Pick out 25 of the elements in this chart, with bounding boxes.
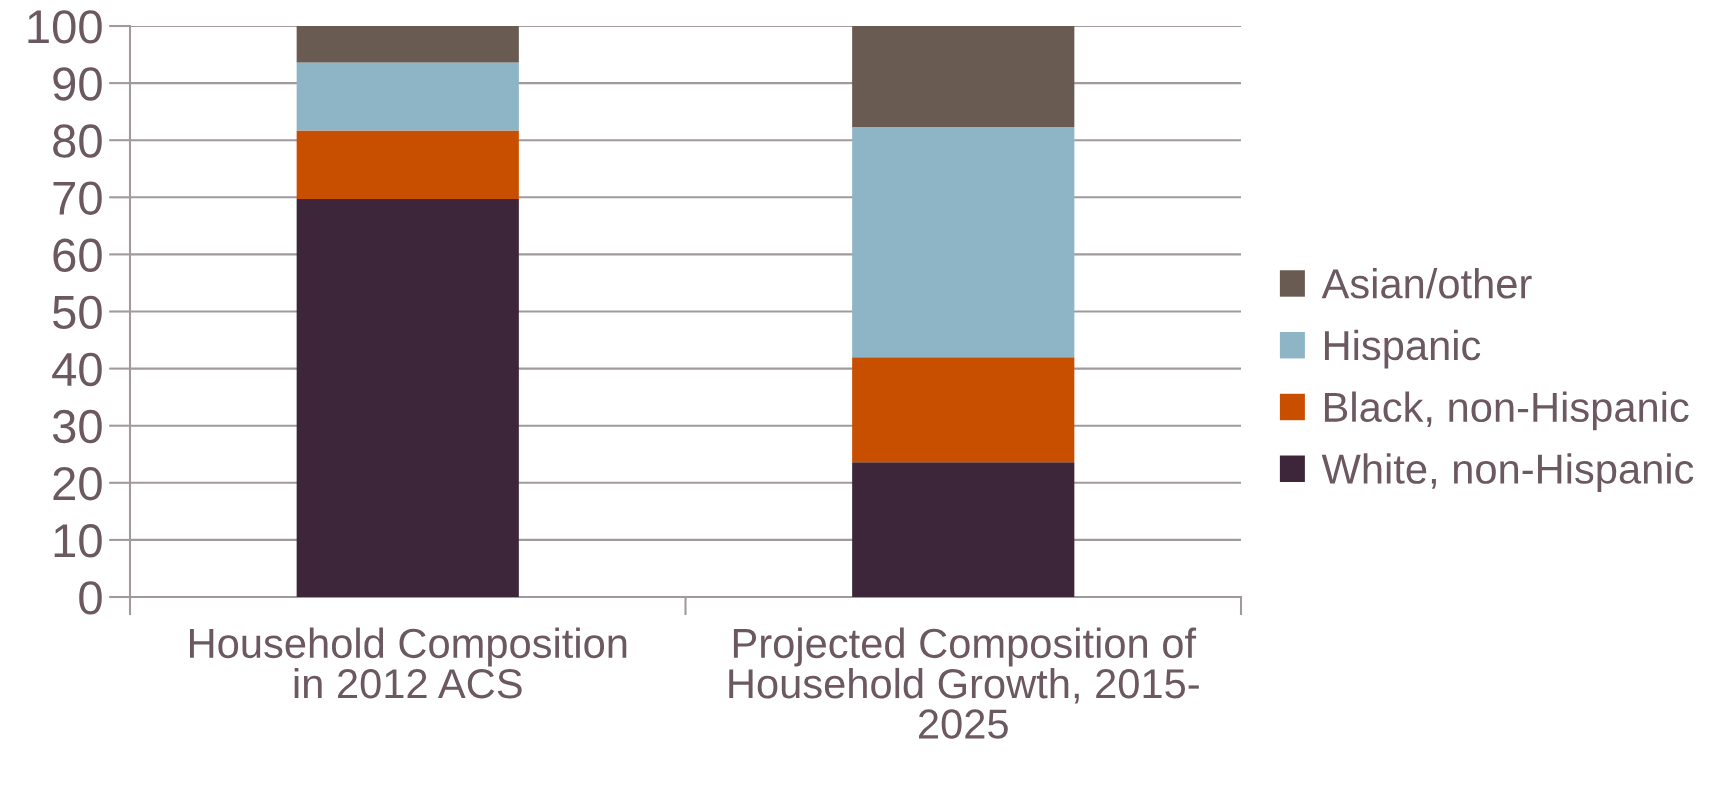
- bar: [296, 26, 519, 63]
- y-tick-label: 70: [53, 181, 102, 215]
- y-tick-label: 50: [52, 295, 102, 330]
- bar: [852, 462, 1075, 597]
- y-tick-label: 0: [79, 581, 102, 615]
- y-tick-label: 30: [52, 409, 102, 444]
- bar: [296, 62, 519, 131]
- bar: [852, 357, 1075, 463]
- bar: [852, 127, 1075, 358]
- y-tick-label: 80: [53, 124, 102, 158]
- y-tick-label: 10: [54, 524, 102, 558]
- y-tick-label: 90: [53, 67, 102, 101]
- legend-label: Hispanic: [1324, 329, 1481, 369]
- y-tick-label: 100: [28, 10, 102, 44]
- y-tick-label: 60: [53, 238, 102, 272]
- x-tick-label: Household Composition in 2012 ACS: [189, 627, 627, 699]
- x-tick-label: Projected Composition of Household Growth, 2015- 2025: [729, 627, 1199, 739]
- bar: [852, 26, 1075, 128]
- legend-label: White, non-Hispanic: [1321, 453, 1694, 493]
- bar: [296, 199, 519, 597]
- y-tick-label: 20: [53, 466, 102, 501]
- legend-label: Asian/other: [1321, 267, 1532, 299]
- legend-label: Black, non-Hispanic: [1324, 391, 1689, 431]
- bar: [296, 130, 519, 200]
- y-tick-label: 40: [52, 352, 102, 387]
